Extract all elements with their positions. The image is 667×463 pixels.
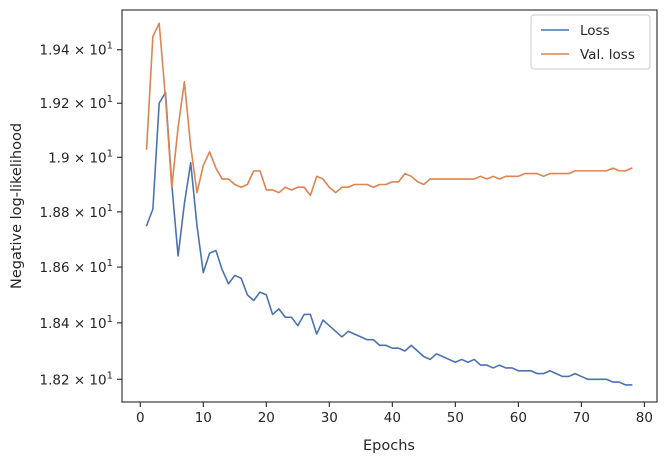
series-line-loss [145, 91, 633, 386]
legend-box [530, 14, 651, 70]
x-tick-label: 70 [573, 410, 590, 426]
x-axis: 0 10 20 30 40 50 60 70 80 [136, 402, 653, 426]
y-tick-label: 1.86 × 101 [39, 258, 113, 276]
x-tick-label: 50 [447, 410, 464, 426]
y-tick-label: 1.94 × 101 [39, 41, 113, 59]
y-tick-label: 1.88 × 101 [39, 203, 113, 221]
series-line-val-loss [145, 22, 633, 197]
y-axis-label: Negative log-likelihood [9, 123, 25, 289]
x-tick-label: 20 [258, 410, 275, 426]
legend-label-loss: Loss [580, 23, 610, 39]
x-tick-label: 30 [321, 410, 338, 426]
y-tick-label: 1.84 × 101 [39, 314, 113, 332]
x-tick-label: 60 [510, 410, 527, 426]
legend: Loss Val. loss [530, 14, 651, 70]
x-tick-label: 80 [636, 410, 653, 426]
x-tick-label: 10 [195, 410, 212, 426]
y-tick-label: 1.82 × 101 [39, 370, 113, 388]
plot-area [145, 22, 633, 386]
legend-label-val-loss: Val. loss [580, 47, 635, 63]
y-axis: 1.82 × 101 1.84 × 101 1.86 × 101 1.88 × 101… [39, 41, 122, 388]
x-tick-label: 40 [384, 410, 401, 426]
x-axis-label: Epochs [363, 438, 415, 454]
y-tick-label: 1.92 × 101 [39, 94, 113, 112]
y-tick-label: 1.9 × 101 [48, 148, 113, 166]
x-tick-label: 0 [136, 410, 145, 426]
axes-frame [121, 9, 658, 403]
